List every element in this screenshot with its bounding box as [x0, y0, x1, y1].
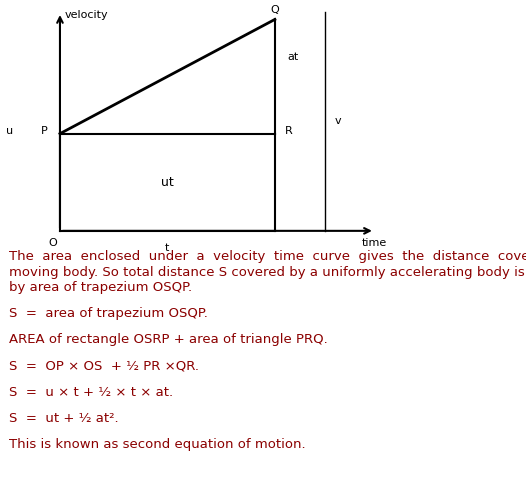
Text: time: time: [362, 238, 388, 248]
Text: v: v: [335, 117, 341, 126]
Text: t: t: [165, 243, 169, 253]
Text: velocity: velocity: [65, 10, 108, 20]
Text: AREA of rectangle OSRP + area of triangle PRQ.: AREA of rectangle OSRP + area of triangl…: [9, 333, 328, 347]
Text: Q: Q: [270, 5, 279, 15]
Text: P: P: [41, 126, 47, 136]
Text: u: u: [6, 126, 14, 136]
Text: This is known as second equation of motion.: This is known as second equation of moti…: [9, 438, 306, 451]
Text: by area of trapezium OSQP.: by area of trapezium OSQP.: [9, 281, 193, 294]
Text: moving body. So total distance S covered by a uniformly accelerating body is giv: moving body. So total distance S covered…: [9, 265, 526, 278]
Text: S  =  area of trapezium OSQP.: S = area of trapezium OSQP.: [9, 307, 208, 320]
Text: O: O: [48, 238, 57, 248]
Text: ut: ut: [161, 176, 174, 189]
Text: at: at: [287, 52, 299, 62]
Text: S  =  OP × OS  + ½ PR ×QR.: S = OP × OS + ½ PR ×QR.: [9, 360, 199, 373]
Text: S  =  u × t + ½ × t × at.: S = u × t + ½ × t × at.: [9, 386, 174, 399]
Text: The  area  enclosed  under  a  velocity  time  curve  gives  the  distance  cove: The area enclosed under a velocity time …: [9, 250, 526, 263]
Text: S  =  ut + ½ at².: S = ut + ½ at².: [9, 412, 119, 425]
Text: R: R: [285, 126, 292, 136]
